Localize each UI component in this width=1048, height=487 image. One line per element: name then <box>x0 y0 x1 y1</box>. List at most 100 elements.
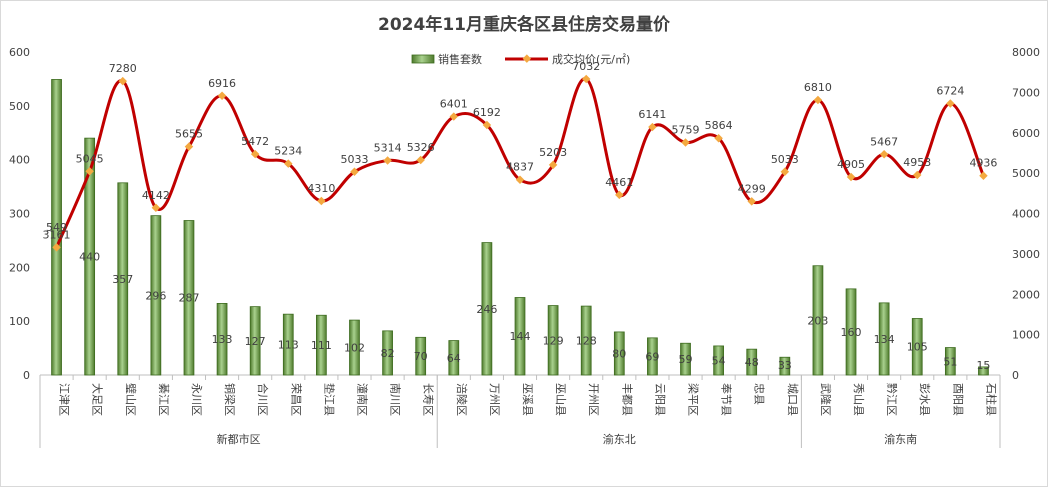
bar <box>117 182 129 376</box>
chart-title: 2024年11月重庆各区县住房交易量价 <box>378 15 670 35</box>
bar-value-label: 134 <box>874 333 895 346</box>
price-marker <box>52 243 61 252</box>
category-label: 江津区 <box>58 383 71 416</box>
price-value-label: 6724 <box>936 85 964 98</box>
price-value-label: 4953 <box>903 156 931 169</box>
bar-value-label: 105 <box>907 341 928 354</box>
bar-value-label: 64 <box>447 352 461 365</box>
price-marker <box>151 203 161 213</box>
bar-value-label: 70 <box>414 350 428 363</box>
y-right-tick-label: 3000 <box>1012 248 1040 261</box>
category-label: 垫江县 <box>322 383 336 416</box>
bar <box>547 305 559 376</box>
bar-value-label: 48 <box>745 356 759 369</box>
price-value-label: 5033 <box>340 153 368 166</box>
bar-value-label: 133 <box>212 333 233 346</box>
price-marker <box>879 150 889 159</box>
price-marker <box>979 171 988 180</box>
bar <box>514 297 526 376</box>
category-label: 长寿区 <box>422 383 436 416</box>
bar <box>349 319 360 376</box>
price-value-label: 4837 <box>506 161 534 174</box>
y-left-tick-label: 500 <box>9 100 30 113</box>
bar-value-label: 287 <box>178 292 199 305</box>
category-label: 合川区 <box>256 383 270 416</box>
y-left-tick-label: 100 <box>9 315 30 328</box>
price-value-label: 5326 <box>407 141 435 154</box>
bar <box>911 318 923 376</box>
bar <box>150 215 162 376</box>
price-marker <box>250 149 260 159</box>
y-left-tick-label: 400 <box>9 154 30 167</box>
price-marker <box>416 155 425 165</box>
price-marker <box>449 112 459 121</box>
y-right-tick-label: 2000 <box>1012 288 1040 301</box>
price-value-label: 7032 <box>572 60 600 73</box>
price-value-label: 5655 <box>175 128 203 141</box>
price-value-label: 6401 <box>440 98 468 111</box>
price-value-label: 5759 <box>672 123 700 136</box>
price-marker <box>482 120 492 130</box>
price-value-label: 5314 <box>374 141 402 154</box>
category-label: 万州区 <box>488 383 501 416</box>
legend-line-marker <box>522 54 532 63</box>
bar-value-label: 33 <box>778 359 792 372</box>
y-left-tick-label: 200 <box>9 261 30 274</box>
price-value-label: 5203 <box>539 146 567 159</box>
bar-value-label: 80 <box>612 347 626 360</box>
price-value-label: 4142 <box>142 189 170 202</box>
bar-value-label: 82 <box>381 347 395 360</box>
price-marker <box>350 167 359 177</box>
legend-line-label: 成交均价(元/㎡) <box>552 52 630 66</box>
category-label: 巫山县 <box>554 383 567 416</box>
category-label: 彭水县 <box>918 383 932 416</box>
bar-value-label: 549 <box>46 221 67 234</box>
price-value-label: 5467 <box>870 135 898 148</box>
bar <box>812 265 824 376</box>
price-value-label: 4905 <box>837 158 865 171</box>
category-label: 璧山区 <box>124 383 138 416</box>
bar-value-label: 144 <box>510 330 531 343</box>
bar <box>84 137 96 376</box>
price-value-label: 5033 <box>771 153 799 166</box>
category-label: 潼南区 <box>355 383 369 416</box>
category-label: 城口县 <box>786 383 799 416</box>
legend-bar-label: 销售套数 <box>438 52 482 66</box>
category-label: 云阳县 <box>653 383 666 416</box>
group-label: 新都市区 <box>217 432 261 446</box>
y-right-tick-label: 1000 <box>1012 329 1040 342</box>
category-label: 南川区 <box>389 383 402 416</box>
bar-value-label: 160 <box>841 326 862 339</box>
price-marker <box>317 196 326 206</box>
price-marker <box>681 138 690 147</box>
category-label: 巫溪县 <box>521 383 534 416</box>
category-label: 涪陵区 <box>455 383 469 416</box>
y-right-tick-label: 6000 <box>1012 127 1040 140</box>
category-label: 秀山县 <box>852 383 865 416</box>
bar <box>613 331 625 376</box>
category-label: 石柱县 <box>984 383 998 416</box>
bar-value-label: 69 <box>645 350 659 363</box>
category-label: 忠县 <box>753 383 766 405</box>
price-value-label: 6916 <box>208 77 236 90</box>
bar <box>845 288 857 376</box>
category-label: 奉节县 <box>720 383 734 416</box>
y-right-tick-label: 7000 <box>1012 86 1040 99</box>
bar <box>580 305 592 376</box>
y-right-tick-label: 0 <box>1012 369 1019 382</box>
category-label: 荣昌区 <box>289 383 302 416</box>
category-label: 酉阳县 <box>951 383 964 416</box>
bar <box>779 356 791 376</box>
price-value-label: 5864 <box>705 119 733 132</box>
category-label: 武隆区 <box>819 383 833 416</box>
price-value-label: 4310 <box>307 182 335 195</box>
bar <box>647 337 658 376</box>
bar-value-label: 357 <box>112 273 133 286</box>
bar <box>713 345 724 376</box>
price-marker <box>118 76 128 86</box>
y-left-tick-label: 600 <box>9 46 30 59</box>
bar-value-label: 440 <box>79 251 100 264</box>
bar-value-label: 111 <box>311 339 332 352</box>
price-value-label: 3161 <box>43 228 71 241</box>
price-marker <box>217 91 227 101</box>
